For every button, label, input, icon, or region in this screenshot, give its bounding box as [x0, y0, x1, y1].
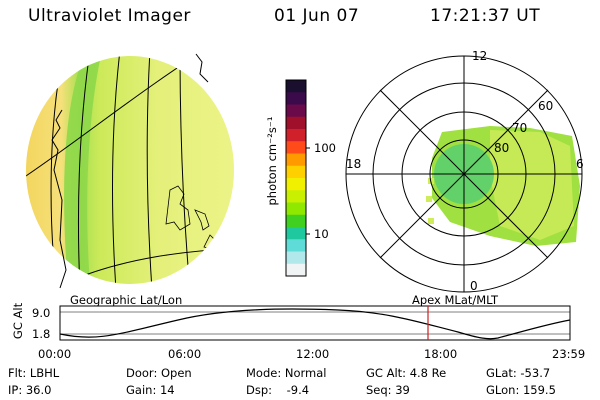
filter-status: Flt: LBHL: [8, 366, 60, 380]
mlt-label-12: 12: [472, 49, 487, 63]
instrument-title: Ultraviolet Imager: [28, 6, 191, 26]
altitude-axis-label: GC Alt: [11, 302, 25, 340]
colorbar-stripe: [286, 141, 306, 154]
dsp-status: Dsp: -9.4: [246, 383, 310, 397]
time-tick-1200: 12:00: [296, 347, 330, 361]
colorbar-scale: [286, 80, 306, 277]
colorbar-label: photon cm⁻²s⁻¹: [265, 116, 279, 206]
colorbar: [285, 79, 310, 277]
colorbar-stripe: [286, 92, 306, 105]
colorbar-tick-10: 10: [314, 227, 329, 241]
gc-alt-status: GC Alt: 4.8 Re: [366, 366, 447, 380]
lat-label-60: 60: [538, 99, 553, 113]
door-status: Door: Open: [126, 366, 192, 380]
colorbar-stripe: [286, 80, 306, 93]
time-tick-0000: 00:00: [38, 347, 72, 361]
colorbar-stripe: [286, 153, 306, 167]
colorbar-tick-100: 100: [314, 141, 336, 155]
colorbar-stripe: [286, 251, 306, 265]
colorbar-stripe: [286, 239, 306, 252]
altitude-plot: [59, 305, 571, 341]
time-tick-1800: 18:00: [424, 347, 458, 361]
colorbar-stripe: [286, 214, 306, 228]
mode-status: Mode: Normal: [246, 366, 327, 380]
mlt-label-18: 18: [346, 157, 361, 171]
glat-status: GLat: -53.7: [486, 366, 551, 380]
colorbar-stripe: [286, 165, 306, 179]
coastline: [51, 109, 67, 289]
geographic-image: [26, 53, 234, 289]
lat-label-70: 70: [512, 121, 527, 135]
date-label: 01 Jun 07: [274, 6, 360, 26]
right-panel-label: Apex MLat/MLT: [412, 293, 499, 307]
altitude-tick-1-8: 1.8: [32, 327, 51, 341]
seq-status: Seq: 39: [366, 383, 410, 397]
colorbar-stripe: [286, 129, 306, 142]
time-label: 17:21:37 UT: [430, 6, 541, 26]
left-panel-label: Geographic Lat/Lon: [70, 293, 183, 307]
glon-status: GLon: 159.5: [486, 383, 556, 397]
time-tick-0600: 06:00: [168, 347, 202, 361]
colorbar-stripe: [286, 190, 306, 203]
altitude-curve: [59, 308, 571, 340]
colorbar-stripe: [286, 263, 306, 277]
colorbar-stripe: [286, 104, 306, 118]
colorbar-stripe: [286, 178, 306, 191]
time-tick-2359: 23:59: [552, 347, 586, 361]
lat-label-80: 80: [494, 141, 509, 155]
mlt-label-6: 6: [576, 157, 584, 171]
colorbar-stripe: [286, 227, 306, 240]
altitude-tick-9: 9.0: [32, 306, 51, 320]
colorbar-stripe: [286, 116, 306, 130]
mlt-label-0: 0: [470, 279, 478, 293]
colorbar-stripe: [286, 202, 306, 216]
ip-status: IP: 36.0: [8, 383, 52, 397]
gain-status: Gain: 14: [126, 383, 175, 397]
polar-plot: 12 18 6 0 60 70 80: [345, 49, 584, 293]
